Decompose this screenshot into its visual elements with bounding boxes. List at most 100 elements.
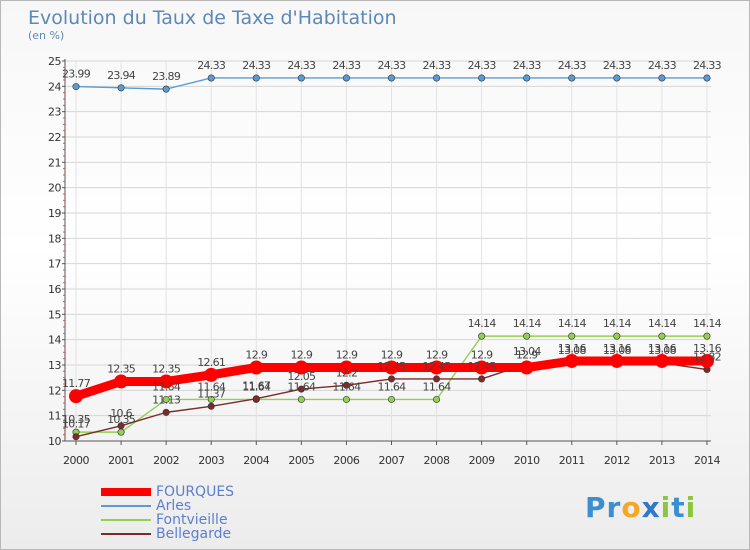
data-point — [478, 74, 486, 82]
data-label: 12.9 — [471, 349, 493, 362]
data-point — [297, 395, 305, 403]
data-label: 10.17 — [62, 418, 91, 431]
data-point — [294, 360, 309, 375]
data-label: 23.89 — [152, 70, 181, 83]
data-label: 12.9 — [426, 349, 448, 362]
data-label: 23.94 — [107, 69, 136, 82]
legend-swatch — [101, 533, 151, 535]
data-point — [339, 360, 354, 375]
data-label: 11.64 — [197, 380, 226, 393]
data-point — [342, 395, 350, 403]
data-label: 11.64 — [152, 380, 181, 393]
chart-title: Evolution du Taux de Taxe d'Habitation — [28, 7, 397, 29]
data-point — [162, 408, 170, 416]
y-tick-label: 15 — [48, 308, 61, 321]
data-point — [72, 83, 80, 91]
data-point — [699, 353, 714, 368]
data-label: 24.33 — [377, 59, 406, 72]
data-label: 14.14 — [648, 317, 677, 330]
data-label: 10.35 — [107, 413, 136, 426]
data-point — [252, 395, 260, 403]
data-point — [433, 74, 441, 82]
data-point — [433, 375, 441, 383]
data-label: 24.33 — [242, 59, 271, 72]
y-tick-label: 14 — [48, 334, 61, 347]
y-tick-label: 20 — [48, 182, 61, 195]
y-tick-label: 22 — [48, 131, 61, 144]
data-point — [387, 375, 395, 383]
data-point — [384, 360, 399, 375]
data-label: 24.33 — [603, 59, 632, 72]
data-label: 12.82 — [693, 351, 721, 364]
legend-label: FOURQUES — [156, 484, 235, 500]
data-label: 11.64 — [332, 380, 361, 393]
data-point — [433, 395, 441, 403]
x-tick-label: 2009 — [469, 454, 495, 467]
data-point — [478, 375, 486, 383]
data-label: 13.08 — [603, 344, 632, 357]
data-label: 12.45 — [377, 360, 406, 373]
data-point — [519, 360, 534, 375]
y-tick-label: 16 — [48, 283, 61, 296]
data-label: 11.64 — [242, 380, 271, 393]
data-label: 12.45 — [423, 360, 452, 373]
data-label: 12.9 — [290, 349, 312, 362]
data-point — [162, 395, 170, 403]
y-tick-label: 25 — [48, 55, 61, 68]
data-label: 14.14 — [603, 317, 632, 330]
x-tick-label: 2008 — [424, 454, 450, 467]
data-point — [658, 332, 666, 340]
data-label: 12.45 — [468, 360, 497, 373]
data-label: 12.9 — [381, 349, 403, 362]
data-point — [204, 367, 219, 382]
data-label: 12.05 — [287, 370, 316, 383]
legend-swatch — [101, 519, 151, 521]
data-point — [297, 385, 305, 393]
data-label: 24.33 — [693, 59, 722, 72]
data-point — [72, 433, 80, 441]
data-point — [387, 74, 395, 82]
data-point — [387, 395, 395, 403]
data-label: 24.33 — [287, 59, 316, 72]
legend-swatch — [101, 505, 151, 507]
data-point — [159, 374, 174, 389]
data-point — [249, 360, 264, 375]
x-tick-label: 2002 — [153, 454, 179, 467]
data-point — [117, 428, 125, 436]
data-label: 13.16 — [648, 342, 677, 355]
y-tick-label: 23 — [48, 106, 61, 119]
y-tick-label: 12 — [48, 384, 61, 397]
data-point — [474, 360, 489, 375]
data-point — [703, 74, 711, 82]
proxiti-logo: Proxiti — [585, 491, 697, 524]
data-point — [613, 74, 621, 82]
legend-label: Bellegarde — [156, 526, 232, 542]
data-point — [117, 84, 125, 92]
data-point — [658, 74, 666, 82]
data-label: 14.14 — [513, 317, 542, 330]
data-point — [207, 402, 215, 410]
data-point — [564, 353, 579, 368]
data-label: 13.16 — [603, 342, 632, 355]
data-label: 24.33 — [468, 59, 497, 72]
legend-label: Arles — [156, 498, 192, 514]
data-label: 13.16 — [693, 342, 722, 355]
legend-label: Fontvieille — [156, 512, 228, 528]
y-tick-label: 18 — [48, 232, 61, 245]
data-label: 24.33 — [513, 59, 542, 72]
data-label: 14.14 — [693, 317, 722, 330]
legend-swatch — [101, 488, 151, 496]
data-label: 12.9 — [336, 349, 358, 362]
y-tick-label: 11 — [48, 410, 61, 423]
data-label: 13.08 — [558, 344, 587, 357]
x-tick-label: 2000 — [63, 454, 89, 467]
data-point — [523, 74, 531, 82]
x-tick-label: 2005 — [288, 454, 314, 467]
data-point — [523, 332, 531, 340]
data-point — [429, 360, 444, 375]
y-tick-label: 24 — [48, 80, 61, 93]
data-label: 11.67 — [242, 380, 271, 393]
data-point — [162, 85, 170, 93]
